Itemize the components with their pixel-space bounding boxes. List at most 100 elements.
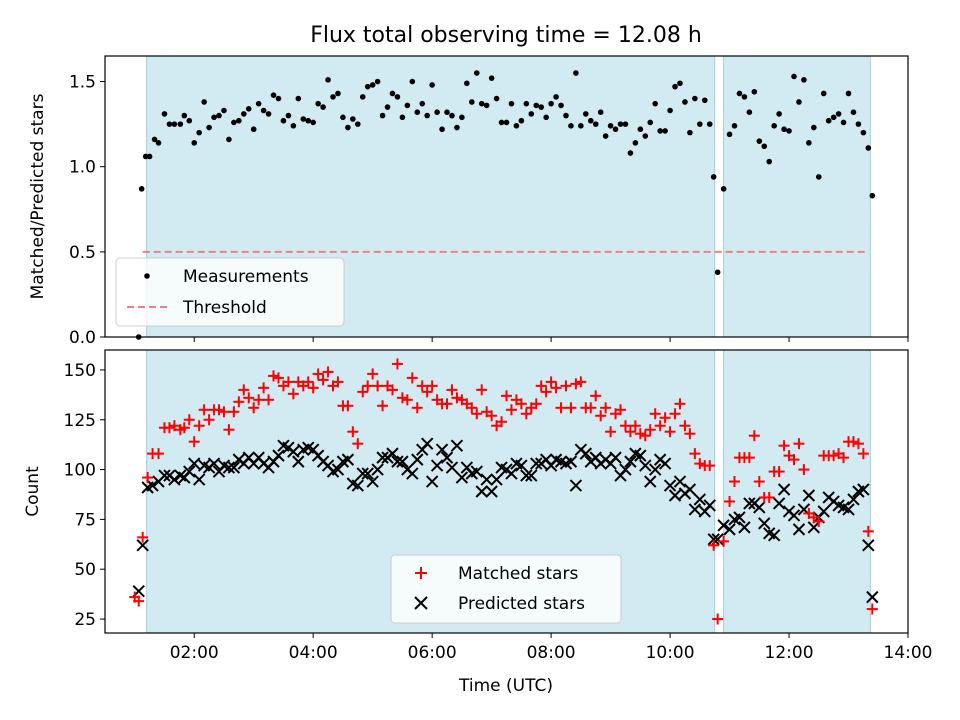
predicted-star-point xyxy=(772,497,786,510)
measurement-point xyxy=(216,112,222,119)
matched-star-point xyxy=(624,426,636,438)
y-tick-label: 150 xyxy=(64,361,96,381)
predicted-star-point xyxy=(366,475,379,488)
measurement-point xyxy=(409,78,416,85)
x-tick-label: 06:00 xyxy=(408,643,457,663)
matched-star-point xyxy=(466,402,478,414)
y-tick-label: 0.0 xyxy=(69,328,96,348)
measurement-point xyxy=(265,111,272,117)
predicted-star-point xyxy=(530,457,543,470)
matched-star-point xyxy=(535,380,547,392)
bottom-x-axis-ticks: 02:00 04:00 06:00 08:00 10:00 12:00 14:00 xyxy=(170,633,933,663)
predicted-star-point xyxy=(609,451,622,464)
matched-star-point xyxy=(605,426,617,438)
measurement-point xyxy=(250,126,257,133)
predicted-star-point xyxy=(644,475,657,488)
matched-star-point xyxy=(372,380,384,392)
measurement-point xyxy=(275,95,282,102)
measurement-point xyxy=(161,111,168,117)
measurement-point xyxy=(553,94,559,100)
measurement-point xyxy=(736,90,743,97)
measurement-point xyxy=(191,140,198,146)
predicted-star-point xyxy=(505,467,518,480)
predicted-star-point xyxy=(767,529,781,542)
matched-star-point xyxy=(263,394,275,406)
matched-star-point xyxy=(828,450,840,462)
y-tick-label: 1.5 xyxy=(69,73,96,93)
measurement-point xyxy=(464,80,470,87)
measurements-series xyxy=(135,70,876,340)
predicted-star-point xyxy=(351,479,365,492)
measurement-point xyxy=(429,82,435,88)
matched-star-point xyxy=(585,402,597,414)
matched-star-point xyxy=(426,380,438,392)
matched-stars-series xyxy=(129,358,878,625)
matched-star-point xyxy=(406,372,418,384)
predicted-star-point xyxy=(391,455,404,468)
measurement-point xyxy=(850,109,857,115)
predicted-star-point xyxy=(525,469,538,482)
predicted-star-point xyxy=(673,475,687,488)
measurement-point xyxy=(776,111,782,117)
predicted-star-point xyxy=(440,451,454,464)
predicted-star-point xyxy=(579,447,593,460)
measurement-point xyxy=(270,92,277,98)
predicted-star-point xyxy=(842,503,855,516)
measurement-point xyxy=(583,111,589,117)
measurement-point xyxy=(454,124,460,131)
matched-star-point xyxy=(307,382,319,394)
measurement-point xyxy=(860,129,867,136)
measurement-point xyxy=(612,126,619,133)
measurement-point xyxy=(701,97,708,104)
measurement-point xyxy=(478,100,485,107)
predicted-stars-series xyxy=(132,437,879,604)
matched-star-point xyxy=(748,430,760,442)
matched-star-point xyxy=(362,380,374,392)
measurement-point xyxy=(459,114,465,121)
matched-star-point xyxy=(763,491,775,503)
predicted-star-point xyxy=(192,473,206,486)
matched-star-point xyxy=(357,386,369,398)
measurement-point xyxy=(865,145,872,151)
predicted-star-point xyxy=(420,437,434,450)
predicted-star-point xyxy=(703,499,716,512)
measurement-point xyxy=(518,117,525,124)
measurement-point xyxy=(399,114,406,121)
measurement-point xyxy=(587,117,594,124)
measurement-point xyxy=(280,117,287,124)
measurement-point xyxy=(568,123,574,129)
top-x-axis-ticks xyxy=(193,337,909,342)
predicted-star-point xyxy=(425,475,439,488)
matched-star-point xyxy=(386,384,398,396)
measurement-point xyxy=(255,100,262,107)
matched-star-point xyxy=(367,368,379,380)
measurement-point xyxy=(825,117,832,124)
matched-star-point xyxy=(322,366,334,378)
measurement-point xyxy=(741,94,748,100)
predicted-star-point xyxy=(490,473,503,486)
matched-star-point xyxy=(570,378,582,390)
matched-star-point xyxy=(451,392,463,404)
measurement-point xyxy=(325,77,331,83)
measurement-point xyxy=(290,123,297,129)
measurement-point xyxy=(404,102,411,109)
matched-star-point xyxy=(793,438,805,450)
matched-star-point xyxy=(555,402,567,414)
matched-star-point xyxy=(644,424,656,436)
matched-star-point xyxy=(798,464,810,476)
matched-star-point xyxy=(664,426,676,438)
predicted-star-point xyxy=(287,445,300,458)
predicted-star-point xyxy=(688,503,702,516)
measurement-point xyxy=(142,153,149,160)
predicted-star-point xyxy=(435,443,449,456)
top-plot-frame xyxy=(104,55,909,338)
matched-star-point xyxy=(600,402,612,414)
matched-star-point xyxy=(704,460,716,472)
measurement-point xyxy=(627,150,634,156)
measurement-point xyxy=(756,138,763,144)
measurement-point xyxy=(315,100,321,107)
predicted-star-point xyxy=(207,457,221,470)
measurement-point xyxy=(503,119,510,126)
matched-star-point xyxy=(253,394,265,406)
matched-star-point xyxy=(788,454,800,466)
